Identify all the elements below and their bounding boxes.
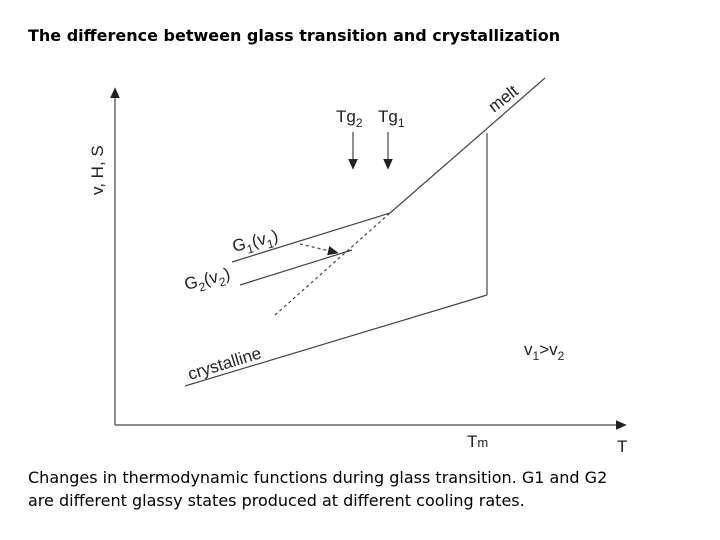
tm-main: T: [467, 432, 477, 451]
g1-part: 1: [266, 236, 276, 251]
g1-part: G: [230, 234, 247, 256]
tg2-main: Tg: [336, 107, 356, 126]
g2-label: G2(v2): [182, 264, 233, 298]
g1-part: ): [270, 226, 280, 246]
y-axis-label: v, H, S: [88, 145, 107, 195]
supercooled-liquid: [274, 212, 391, 316]
g1-label: G1(v1): [230, 226, 281, 260]
g2-part: ): [222, 264, 232, 284]
tm-label: Tm: [467, 432, 488, 451]
relation-part: 1: [533, 349, 540, 363]
relation-part: >v: [539, 340, 558, 359]
relaxation-arrow: [299, 243, 339, 256]
g1-part: (v: [250, 229, 269, 251]
slide-title: The difference between glass transition …: [28, 26, 561, 45]
g2-part: G: [182, 272, 199, 294]
tg1-sub: 1: [398, 116, 405, 130]
g1-line: [231, 212, 391, 263]
crystalline-line: [184, 294, 488, 387]
tg1-main: Tg: [378, 107, 398, 126]
g2-part: 2: [197, 279, 207, 294]
g1-part: 1: [245, 241, 255, 256]
caption-line: Changes in thermodynamic functions durin…: [28, 468, 608, 487]
tm-sub: m: [477, 435, 488, 450]
crystalline-label: crystalline: [186, 344, 264, 384]
g2-line: [239, 249, 353, 286]
relation-label: v1>v2: [524, 340, 565, 363]
relation-part: v: [524, 340, 533, 359]
relation-part: 2: [558, 349, 565, 363]
g2-part: 2: [218, 274, 228, 289]
tg1-label: Tg1: [378, 107, 405, 130]
caption-line: are different glassy states produced at …: [28, 491, 525, 510]
caption: Changes in thermodynamic functions durin…: [28, 466, 607, 512]
melt-line: [389, 77, 546, 214]
melt-label: melt: [485, 81, 522, 116]
tg2-label: Tg2: [336, 107, 363, 130]
tg2-sub: 2: [356, 116, 363, 130]
x-axis-label: T: [617, 437, 627, 456]
g2-part: (v: [202, 267, 221, 289]
